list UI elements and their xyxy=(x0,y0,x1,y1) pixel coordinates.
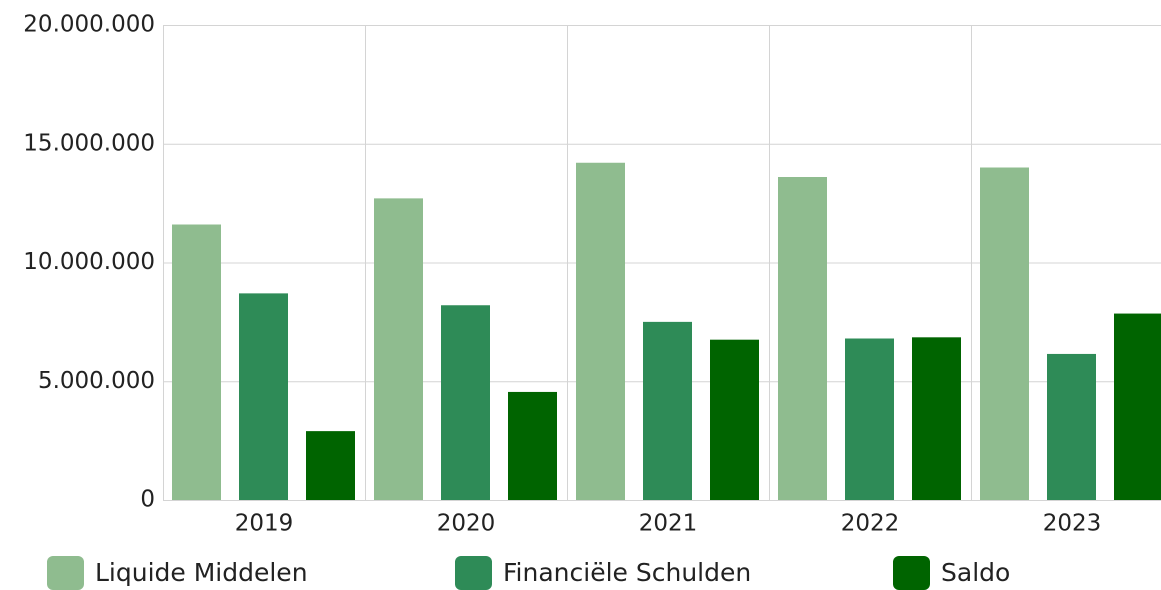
y-tick-label: 15.000.000 xyxy=(23,130,155,156)
legend-swatch xyxy=(47,556,84,590)
x-tick-label: 2023 xyxy=(1043,511,1102,537)
x-tick-label: 2020 xyxy=(437,511,496,537)
y-tick-label: 0 xyxy=(140,487,155,513)
bar xyxy=(778,177,827,500)
legend-text: Liquide Middelen xyxy=(95,558,308,587)
bar xyxy=(239,293,288,500)
bar xyxy=(172,224,221,500)
y-tick-label: 10.000.000 xyxy=(23,249,155,275)
bar xyxy=(710,339,759,500)
bar xyxy=(912,337,961,500)
bar xyxy=(980,167,1029,500)
legend-text: Financiële Schulden xyxy=(503,558,751,587)
y-tick-label: 5.000.000 xyxy=(38,368,155,394)
y-tick-label: 20.000.000 xyxy=(23,12,155,38)
bar xyxy=(441,305,490,500)
x-tick-label: 2021 xyxy=(639,511,698,537)
legend-text: Saldo xyxy=(941,558,1010,587)
bar xyxy=(1114,313,1161,500)
x-tick-label: 2022 xyxy=(841,511,900,537)
bar xyxy=(508,391,557,500)
bar xyxy=(643,321,692,500)
bar xyxy=(374,198,423,500)
bar xyxy=(1047,353,1096,500)
legend-swatch xyxy=(455,556,492,590)
bar xyxy=(845,338,894,500)
legend-swatch xyxy=(893,556,930,590)
x-tick-label: 2019 xyxy=(235,511,294,537)
bar xyxy=(306,431,355,500)
bar xyxy=(576,162,625,500)
